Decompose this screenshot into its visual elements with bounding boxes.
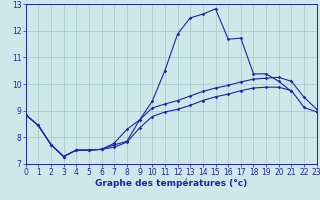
- X-axis label: Graphe des températures (°c): Graphe des températures (°c): [95, 179, 247, 188]
